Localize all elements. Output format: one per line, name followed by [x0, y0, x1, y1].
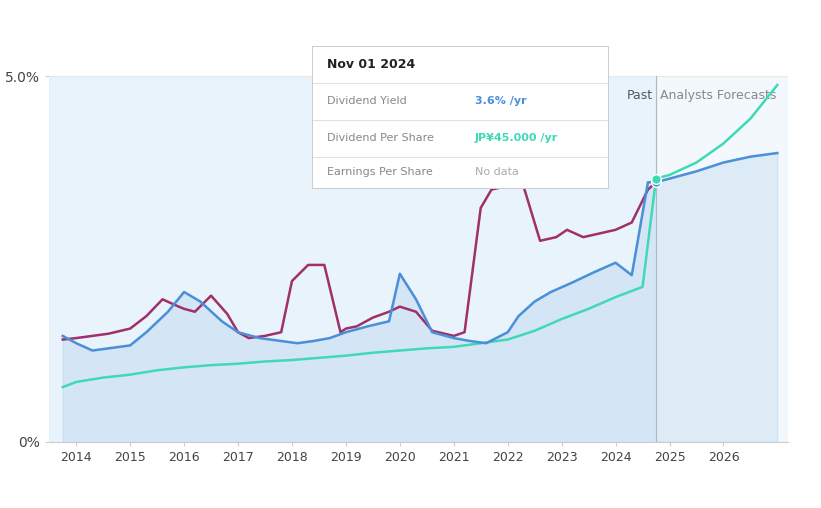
Text: Dividend Yield: Dividend Yield — [327, 96, 406, 106]
Bar — [656, 76, 788, 442]
Text: 3.6% /yr: 3.6% /yr — [475, 96, 526, 106]
Text: No data: No data — [475, 167, 518, 177]
Text: Past: Past — [627, 89, 654, 103]
Text: Analysts Forecasts: Analysts Forecasts — [660, 89, 777, 103]
Text: JP¥45.000 /yr: JP¥45.000 /yr — [475, 133, 557, 143]
Bar — [49, 76, 656, 442]
Text: Nov 01 2024: Nov 01 2024 — [327, 58, 415, 71]
Text: Earnings Per Share: Earnings Per Share — [327, 167, 433, 177]
Text: Dividend Per Share: Dividend Per Share — [327, 133, 433, 143]
